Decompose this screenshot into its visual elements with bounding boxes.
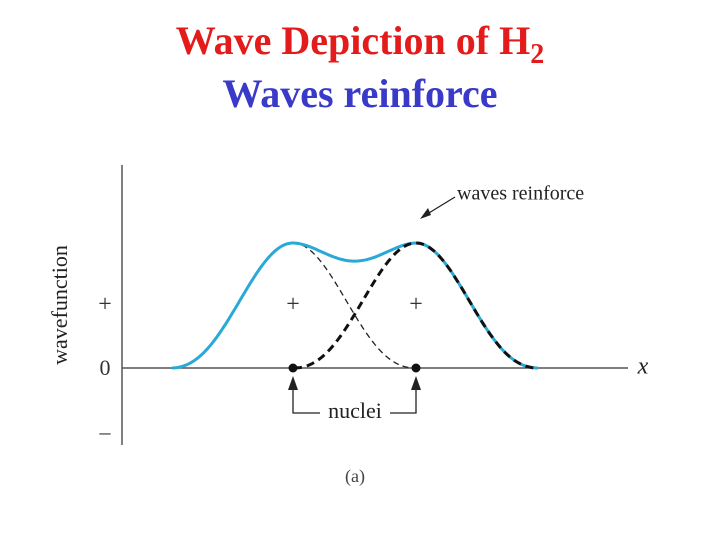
title: Wave Depiction of H2 (176, 18, 544, 70)
subtitle: Waves reinforce (222, 71, 497, 116)
x-axis-label: x (637, 354, 649, 380)
annotation: waves reinforce (457, 183, 584, 205)
nucleus (288, 363, 298, 373)
y-axis-label: wavefunction (47, 245, 72, 365)
lobe-sign: + (286, 292, 300, 318)
combined-wave (171, 241, 538, 370)
nucleus (411, 363, 421, 373)
bracket (292, 385, 320, 414)
nuclei-label: nuclei (328, 398, 382, 423)
arrow-head (288, 376, 298, 390)
y-label: 0 (100, 355, 111, 380)
lobe-sign: + (409, 292, 423, 318)
caption: (a) (345, 466, 365, 487)
arrow-head (420, 208, 431, 219)
y-label: – (99, 419, 112, 444)
title-subscript: 2 (530, 39, 544, 70)
title-text: Wave Depiction of H (176, 18, 530, 63)
y-label: + (98, 292, 112, 318)
right-wave (294, 241, 538, 370)
arrow-head (411, 376, 421, 390)
bracket (390, 385, 417, 414)
